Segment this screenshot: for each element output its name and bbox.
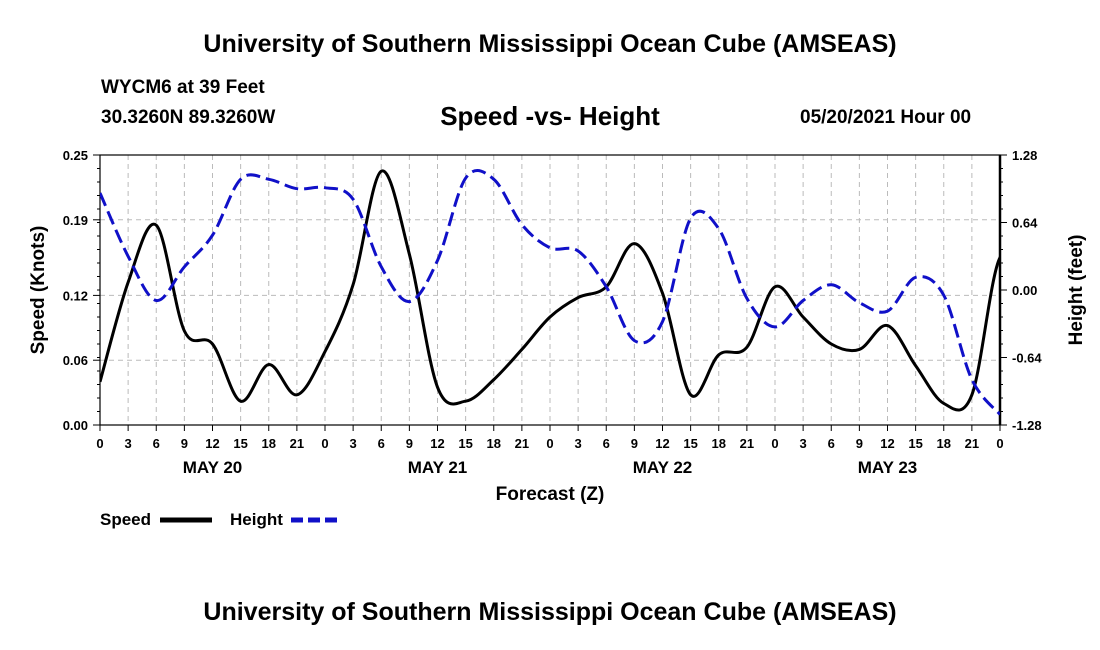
x-tick-label: 9 <box>406 436 413 451</box>
y-tick-label: 0.19 <box>63 213 88 228</box>
x-tick-label: 3 <box>125 436 132 451</box>
x-tick-label: 15 <box>908 436 922 451</box>
x-tick-label: 3 <box>350 436 357 451</box>
date-label: MAY 23 <box>858 458 918 477</box>
x-tick-label: 21 <box>740 436 754 451</box>
y-tick-label: 0.12 <box>63 288 88 303</box>
y2-tick-label: -1.28 <box>1012 418 1042 433</box>
date-label: MAY 20 <box>183 458 243 477</box>
y2-tick-label: -0.64 <box>1012 351 1042 366</box>
x-tick-label: 9 <box>856 436 863 451</box>
x-tick-label: 6 <box>828 436 835 451</box>
x-tick-label: 3 <box>575 436 582 451</box>
y-axis-title: Speed (Knots) <box>28 226 49 355</box>
x-tick-label: 12 <box>205 436 219 451</box>
y2-axis-title: Height (feet) <box>1066 235 1087 346</box>
y-tick-label: 0.25 <box>63 148 88 163</box>
chart-title-top: University of Southern Mississippi Ocean… <box>203 30 897 58</box>
y2-tick-label: 0.64 <box>1012 216 1038 231</box>
x-tick-label: 21 <box>965 436 979 451</box>
x-tick-label: 0 <box>546 436 553 451</box>
date-label: MAY 21 <box>408 458 468 477</box>
y2-tick-label: 0.00 <box>1012 283 1037 298</box>
x-tick-label: 12 <box>655 436 669 451</box>
legend: Speed Height <box>100 510 342 529</box>
coordinates-label: 30.3260N 89.3260W <box>101 107 276 128</box>
x-axis-title: Forecast (Z) <box>496 484 605 505</box>
x-tick-label: 18 <box>712 436 726 451</box>
x-tick-label: 15 <box>233 436 247 451</box>
speed-series-line <box>100 169 1000 412</box>
x-tick-label: 0 <box>771 436 778 451</box>
x-tick-label: 15 <box>458 436 472 451</box>
x-tick-label: 0 <box>996 436 1003 451</box>
chart-subtitle: Speed -vs- Height <box>440 101 660 131</box>
grid-lines <box>100 155 1000 425</box>
x-tick-label: 18 <box>487 436 501 451</box>
forecast-datetime: 05/20/2021 Hour 00 <box>800 107 972 128</box>
x-tick-label: 12 <box>880 436 894 451</box>
x-tick-label: 6 <box>378 436 385 451</box>
x-tick-label: 0 <box>321 436 328 451</box>
axis-labels: Forecast (Z) Speed (Knots) Height (feet)… <box>28 148 1087 505</box>
x-tick-label: 12 <box>430 436 444 451</box>
station-label: WYCM6 at 39 Feet <box>101 77 265 98</box>
x-tick-label: 21 <box>290 436 304 451</box>
y-tick-label: 0.00 <box>63 418 88 433</box>
date-label: MAY 22 <box>633 458 693 477</box>
y2-tick-label: 1.28 <box>1012 148 1037 163</box>
x-tick-label: 6 <box>153 436 160 451</box>
x-tick-label: 18 <box>937 436 951 451</box>
x-tick-label: 0 <box>96 436 103 451</box>
legend-speed-label: Speed <box>100 510 151 529</box>
x-tick-label: 15 <box>683 436 697 451</box>
y-tick-label: 0.06 <box>63 353 88 368</box>
axes <box>93 154 1007 431</box>
x-tick-label: 9 <box>181 436 188 451</box>
legend-height-label: Height <box>230 510 283 529</box>
x-tick-label: 3 <box>800 436 807 451</box>
series-lines <box>100 169 1000 416</box>
x-tick-label: 6 <box>603 436 610 451</box>
chart-title-bottom: University of Southern Mississippi Ocean… <box>203 598 897 626</box>
height-series-line <box>100 169 1000 416</box>
x-tick-label: 18 <box>262 436 276 451</box>
x-tick-label: 9 <box>631 436 638 451</box>
x-tick-label: 21 <box>515 436 529 451</box>
